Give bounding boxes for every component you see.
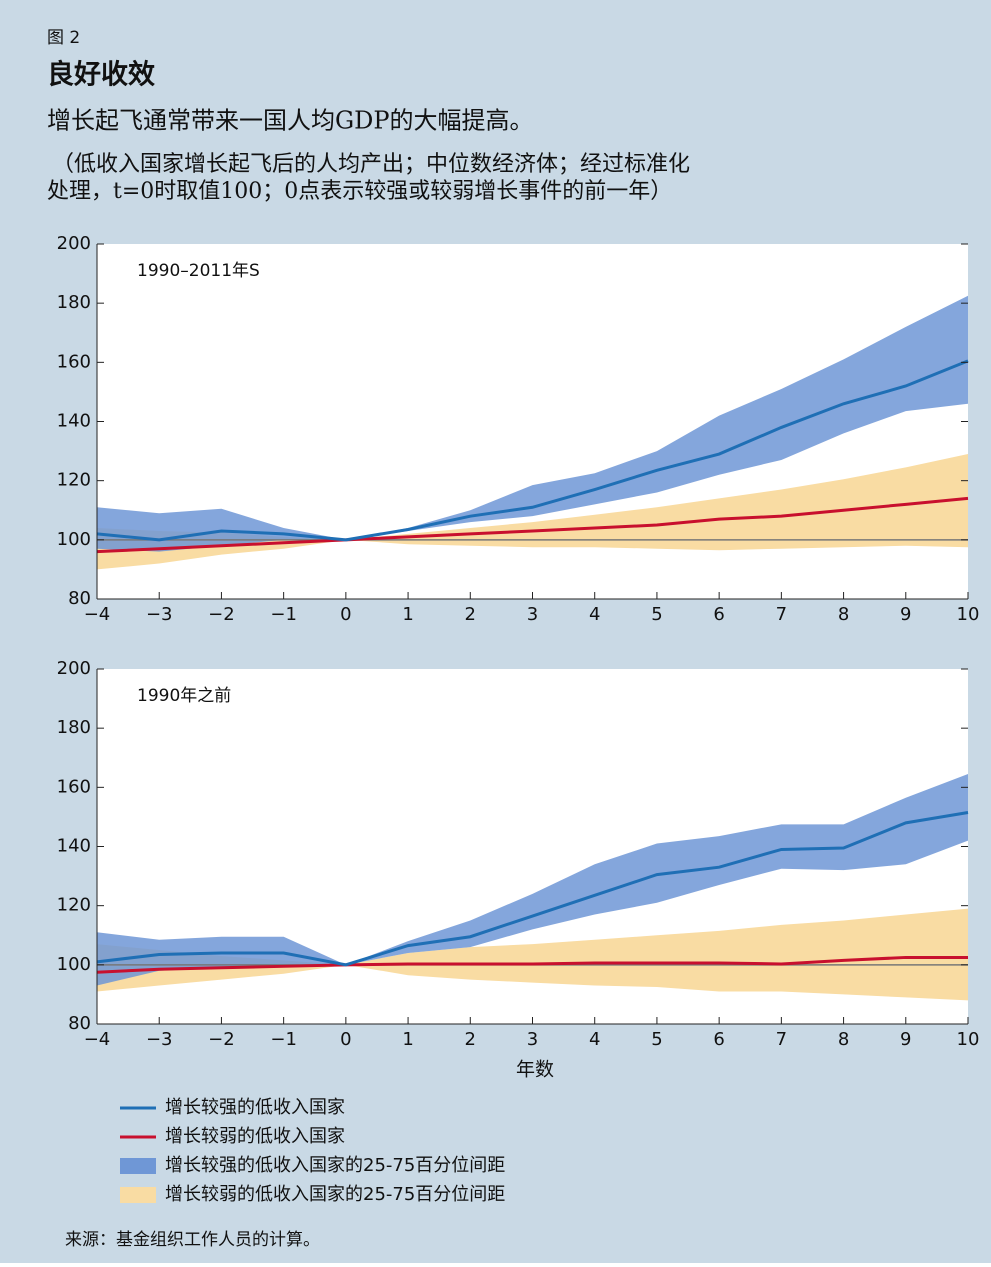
legend-label: 增长较弱的低收入国家的25-75百分位间距	[165, 1184, 505, 1205]
source: 来源：基金组织工作人员的计算。	[65, 1230, 320, 1250]
y-tick-label: 80	[68, 588, 91, 609]
panel-label: 1990–2011年S	[137, 261, 260, 281]
panel-label: 1990年之前	[137, 686, 231, 706]
title: 良好收效	[47, 59, 155, 91]
x-axis-label: 年数	[516, 1059, 554, 1081]
series-line	[96, 810, 969, 967]
x-tick-label: 3	[527, 604, 538, 625]
x-tick-label: 8	[838, 1029, 849, 1050]
y-tick-label: 180	[57, 717, 91, 738]
y-tick-label: 140	[57, 411, 91, 432]
y-tick-label: 160	[57, 776, 91, 797]
subtitle: 增长起飞通常带来一国人均GDP的大幅提高。	[47, 107, 534, 135]
y-tick-label: 180	[57, 292, 91, 313]
x-tick-label: −1	[270, 1029, 297, 1050]
x-tick-label: −4	[84, 1029, 111, 1050]
x-tick-label: −4	[84, 604, 111, 625]
x-tick-label: 1	[402, 604, 413, 625]
x-tick-label: 0	[340, 604, 351, 625]
x-tick-label: 9	[900, 604, 911, 625]
x-tick-label: 0	[340, 1029, 351, 1050]
series-line	[96, 955, 968, 974]
y-tick-label: 120	[57, 895, 91, 916]
y-tick-label: 100	[57, 529, 91, 550]
legend-swatch	[120, 1158, 156, 1174]
x-tick-label: −2	[208, 604, 235, 625]
y-tick-label: 140	[57, 836, 91, 857]
x-tick-label: 7	[776, 604, 787, 625]
y-tick-label: 200	[57, 233, 91, 254]
x-tick-label: −2	[208, 1029, 235, 1050]
x-tick-label: 2	[465, 604, 476, 625]
y-tick-label: 120	[57, 470, 91, 491]
x-tick-label: 1	[402, 1029, 413, 1050]
x-tick-label: 10	[957, 604, 980, 625]
legend-label: 增长较弱的低收入国家	[165, 1126, 345, 1147]
x-tick-label: 4	[589, 1029, 600, 1050]
x-tick-label: 10	[957, 1029, 980, 1050]
x-tick-label: −1	[270, 604, 297, 625]
x-tick-label: 2	[465, 1029, 476, 1050]
y-tick-label: 100	[57, 954, 91, 975]
figure-label: 图 2	[47, 28, 80, 48]
x-tick-label: −3	[146, 1029, 173, 1050]
band	[97, 908, 968, 1001]
y-tick-label: 200	[57, 658, 91, 679]
x-tick-label: 3	[527, 1029, 538, 1050]
x-tick-label: 9	[900, 1029, 911, 1050]
series-line	[96, 496, 969, 554]
x-tick-label: 5	[651, 604, 662, 625]
note-line: 处理，t=0时取值100；0点表示较强或较弱增长事件的前一年）	[47, 179, 672, 204]
x-tick-label: 4	[589, 604, 600, 625]
x-tick-label: 7	[776, 1029, 787, 1050]
note-line: （低收入国家增长起飞后的人均产出；中位数经济体；经过标准化	[52, 152, 690, 177]
y-tick-label: 160	[57, 351, 91, 372]
x-tick-label: −3	[146, 604, 173, 625]
legend-label: 增长较强的低收入国家的25-75百分位间距	[165, 1155, 505, 1176]
series-line	[96, 359, 969, 542]
x-tick-label: 5	[651, 1029, 662, 1050]
y-tick-label: 80	[68, 1013, 91, 1034]
legend-swatch	[120, 1187, 156, 1203]
x-tick-label: 6	[713, 1029, 724, 1050]
x-tick-label: 8	[838, 604, 849, 625]
x-tick-label: 6	[713, 604, 724, 625]
legend-label: 增长较强的低收入国家	[165, 1097, 345, 1118]
